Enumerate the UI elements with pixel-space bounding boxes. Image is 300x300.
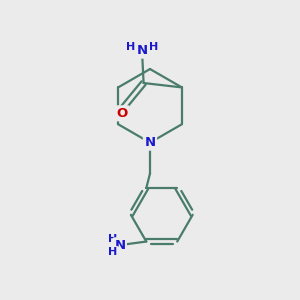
Text: N: N (144, 136, 156, 149)
Text: H: H (108, 248, 118, 257)
Text: N: N (137, 44, 148, 57)
Text: N: N (114, 239, 125, 252)
Text: O: O (117, 107, 128, 120)
Text: H: H (108, 235, 118, 244)
Text: H: H (149, 42, 158, 52)
Text: H: H (126, 42, 136, 52)
